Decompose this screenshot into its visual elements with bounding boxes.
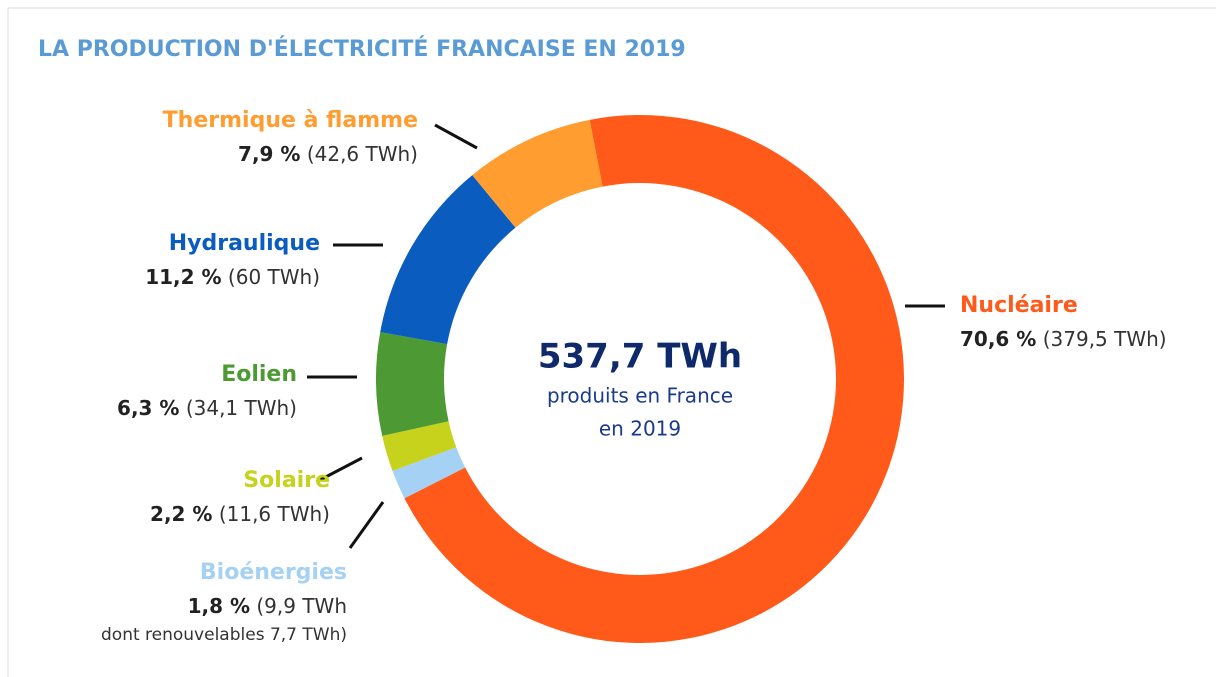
percent-label: 70,6 % — [960, 327, 1036, 351]
note-label: dont renouvelables 7,7 TWh) — [101, 625, 347, 645]
legend-label: Eolien — [221, 362, 297, 387]
detail-label: (9,9 TWh — [250, 594, 347, 618]
leader-line — [348, 501, 385, 549]
value-label: 11,2 % (60 TWh) — [145, 265, 320, 289]
legend-label: Hydraulique — [169, 231, 320, 256]
value-label: 6,3 % (34,1 TWh) — [117, 396, 297, 420]
center-text: produits en France — [547, 384, 733, 408]
percent-label: 6,3 % — [117, 396, 179, 420]
detail-label: (34,1 TWh) — [179, 396, 297, 420]
percent-label: 2,2 % — [150, 502, 212, 526]
detail-label: (11,6 TWh) — [212, 502, 330, 526]
value-label: 1,8 % (9,9 TWh — [188, 594, 347, 618]
chart-title: LA PRODUCTION D'ÉLECTRICITÉ FRANCAISE EN… — [38, 36, 686, 62]
detail-label: (60 TWh) — [222, 265, 320, 289]
legend-label: Nucléaire — [960, 293, 1078, 318]
center-value: 537,7 TWh — [538, 337, 742, 377]
donut-segment — [472, 119, 603, 228]
donut-segment — [392, 447, 466, 499]
percent-label: 7,9 % — [238, 142, 300, 166]
donut-segment — [380, 175, 516, 345]
legend-label: Solaire — [243, 468, 330, 493]
detail-label: (42,6 TWh) — [300, 142, 418, 166]
percent-label: 11,2 % — [145, 265, 221, 289]
detail-label: (379,5 TWh) — [1036, 327, 1166, 351]
donut-segment — [382, 421, 457, 471]
percent-label: 1,8 % — [188, 594, 250, 618]
leader-line — [434, 123, 478, 150]
legend-label: Bioénergies — [200, 560, 347, 585]
leader-line — [317, 456, 363, 483]
value-label: 7,9 % (42,6 TWh) — [238, 142, 418, 166]
center-text: en 2019 — [599, 417, 681, 441]
donut-segment — [376, 332, 449, 436]
value-label: 2,2 % (11,6 TWh) — [150, 502, 330, 526]
legend-label: Thermique à flamme — [163, 108, 418, 133]
value-label: 70,6 % (379,5 TWh) — [960, 327, 1167, 351]
